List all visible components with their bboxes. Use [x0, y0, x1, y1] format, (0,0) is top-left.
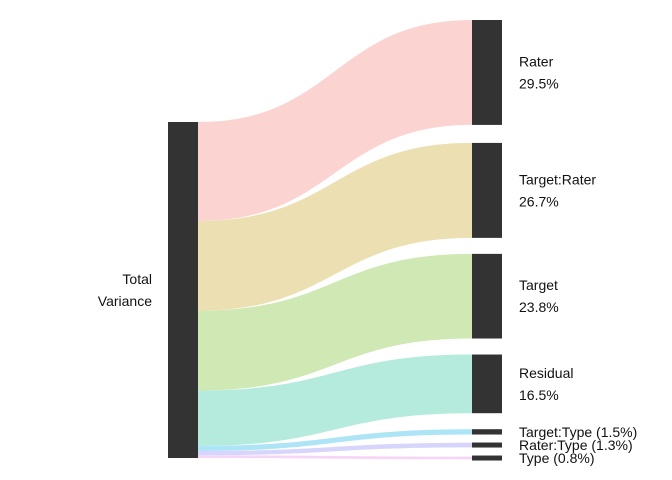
target-node-target [472, 253, 502, 339]
target-value-target-rater: 26.7% [519, 193, 559, 209]
target-node-target-type [472, 429, 502, 435]
target-value-rater: 29.5% [519, 75, 559, 91]
target-node-residual [472, 354, 502, 414]
target-node-rater [472, 20, 502, 125]
link-target-type [198, 429, 472, 451]
target-label-rater-type: Rater:Type (1.3%) [519, 437, 633, 453]
link-residual [198, 354, 472, 446]
sankey-labels: Total Variance Rater 29.5% Target:Rater 26.7%… [98, 53, 638, 466]
source-node-total-variance [168, 122, 198, 458]
source-label-line: Variance [98, 293, 152, 309]
target-node-rater-type [472, 442, 502, 448]
source-label-line: Total [122, 271, 152, 287]
target-label-rater: Rater [519, 53, 554, 69]
target-value-residual: 16.5% [519, 387, 559, 403]
link-rater-type [198, 442, 472, 456]
target-node-target-rater [472, 142, 502, 238]
target-node-type [472, 455, 502, 461]
target-value-target: 23.8% [519, 299, 559, 315]
link-rater [198, 20, 472, 222]
target-label-type: Type (0.8%) [519, 450, 594, 466]
sankey-links [198, 20, 472, 460]
link-target-rater [198, 142, 472, 311]
link-target [198, 253, 472, 391]
target-label-target-type: Target:Type (1.5%) [519, 424, 637, 440]
link-type [198, 455, 472, 460]
target-label-residual: Residual [519, 365, 573, 381]
target-label-target-rater: Target:Rater [519, 171, 596, 187]
sankey-nodes [168, 20, 502, 461]
target-label-target: Target [519, 277, 558, 293]
